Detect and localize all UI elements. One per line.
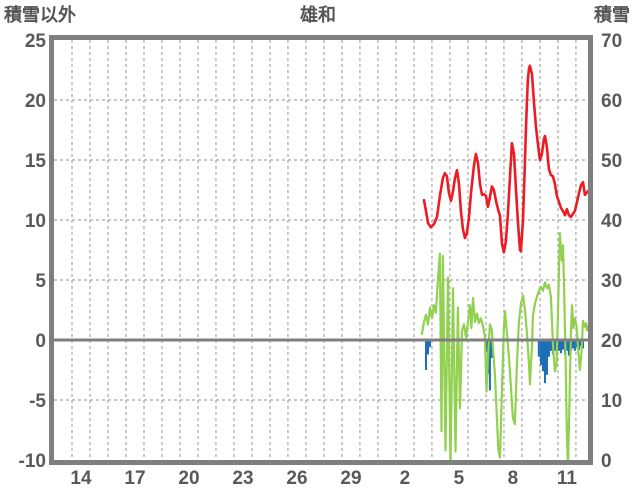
plot-series-layer	[420, 64, 589, 461]
left-axis-tick-label: 25	[25, 31, 47, 52]
blue-bar	[543, 340, 547, 384]
right-axis-tick-label: 70	[601, 31, 622, 52]
blue-bar	[577, 340, 581, 350]
blue-bar	[557, 340, 561, 351]
x-axis-tick-label: 2	[400, 468, 411, 489]
blue-bar	[426, 340, 430, 355]
left-axis-tick-label: -10	[19, 451, 46, 472]
blue-bar	[547, 340, 550, 357]
blue-bar	[545, 340, 548, 375]
right-axis-tick-label: 20	[601, 331, 622, 352]
right-axis-tick-label: 30	[601, 271, 622, 292]
blue-bar	[539, 340, 543, 366]
x-axis-tick-label: 23	[232, 468, 253, 489]
x-axis-tick-label: 14	[70, 468, 92, 489]
x-axis-tick-label: 29	[340, 468, 361, 489]
left-axis-tick-label: 0	[35, 331, 46, 352]
right-axis-tick-label: 10	[601, 391, 622, 412]
left-axis-tick-label: 20	[25, 91, 46, 112]
x-axis-tick-label: 17	[124, 468, 145, 489]
blue-bar	[541, 340, 545, 372]
blue-bar	[559, 340, 563, 354]
blue-bar	[571, 340, 574, 349]
x-axis-tick-label: 8	[508, 468, 519, 489]
right-axis-title: 積雪	[594, 5, 630, 25]
left-axis-title: 積雪以外	[4, 5, 76, 25]
left-axis-tick-label: 5	[35, 271, 46, 292]
left-axis-tick-label: 15	[25, 151, 47, 172]
green-line	[420, 232, 589, 461]
x-axis-tick-label: 26	[286, 468, 307, 489]
left-axis-tick-label: -5	[29, 391, 46, 412]
blue-bar	[488, 340, 491, 391]
blue-bar	[424, 340, 428, 370]
blue-bar	[565, 340, 568, 351]
right-axis-tick-label: 50	[601, 151, 622, 172]
blue-bar	[428, 340, 432, 348]
blue-bar	[567, 340, 570, 356]
blue-bar	[561, 340, 565, 350]
x-axis-tick-label: 20	[178, 468, 199, 489]
chart-title: 雄和	[300, 5, 336, 25]
left-axis-tick-label: 10	[25, 211, 46, 232]
plot-frame	[49, 35, 593, 465]
red-line	[422, 64, 589, 254]
right-axis-tick-label: 60	[601, 91, 622, 112]
x-axis-tick-label: 11	[557, 468, 578, 489]
right-axis-tick-label: 40	[601, 211, 622, 232]
blue-bar	[549, 340, 552, 351]
blue-bar	[537, 340, 540, 357]
x-axis-tick-label: 5	[454, 468, 465, 489]
blue-bar	[573, 340, 576, 351]
blue-bar	[490, 340, 493, 358]
right-axis-tick-label: 0	[601, 451, 612, 472]
blue-bar	[553, 340, 556, 351]
